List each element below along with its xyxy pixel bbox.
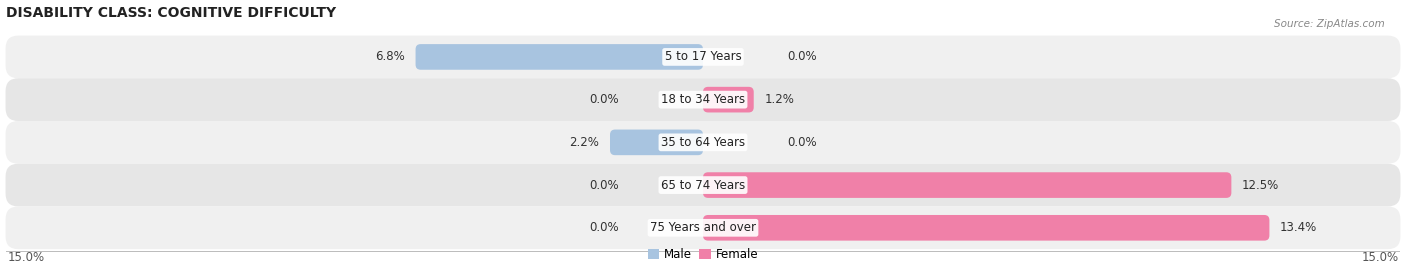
Text: 13.4%: 13.4% bbox=[1279, 221, 1317, 234]
FancyBboxPatch shape bbox=[703, 215, 1270, 241]
Text: 18 to 34 Years: 18 to 34 Years bbox=[661, 93, 745, 106]
Legend: Male, Female: Male, Female bbox=[643, 243, 763, 266]
FancyBboxPatch shape bbox=[610, 130, 703, 155]
FancyBboxPatch shape bbox=[703, 172, 1232, 198]
Text: 75 Years and over: 75 Years and over bbox=[650, 221, 756, 234]
Text: Source: ZipAtlas.com: Source: ZipAtlas.com bbox=[1274, 19, 1385, 29]
Text: DISABILITY CLASS: COGNITIVE DIFFICULTY: DISABILITY CLASS: COGNITIVE DIFFICULTY bbox=[6, 6, 336, 19]
FancyBboxPatch shape bbox=[6, 36, 1400, 78]
Text: 35 to 64 Years: 35 to 64 Years bbox=[661, 136, 745, 149]
FancyBboxPatch shape bbox=[703, 87, 754, 113]
Text: 0.0%: 0.0% bbox=[589, 178, 619, 192]
FancyBboxPatch shape bbox=[6, 121, 1400, 164]
Text: 12.5%: 12.5% bbox=[1241, 178, 1279, 192]
Text: 0.0%: 0.0% bbox=[589, 93, 619, 106]
FancyBboxPatch shape bbox=[6, 78, 1400, 121]
FancyBboxPatch shape bbox=[416, 44, 703, 70]
Text: 15.0%: 15.0% bbox=[7, 251, 45, 264]
Text: 0.0%: 0.0% bbox=[787, 50, 817, 63]
Text: 2.2%: 2.2% bbox=[569, 136, 599, 149]
FancyBboxPatch shape bbox=[6, 207, 1400, 249]
Text: 0.0%: 0.0% bbox=[589, 221, 619, 234]
Text: 65 to 74 Years: 65 to 74 Years bbox=[661, 178, 745, 192]
Text: 5 to 17 Years: 5 to 17 Years bbox=[665, 50, 741, 63]
Text: 0.0%: 0.0% bbox=[787, 136, 817, 149]
Text: 15.0%: 15.0% bbox=[1361, 251, 1399, 264]
FancyBboxPatch shape bbox=[6, 164, 1400, 207]
Text: 6.8%: 6.8% bbox=[375, 50, 405, 63]
Text: 1.2%: 1.2% bbox=[765, 93, 794, 106]
